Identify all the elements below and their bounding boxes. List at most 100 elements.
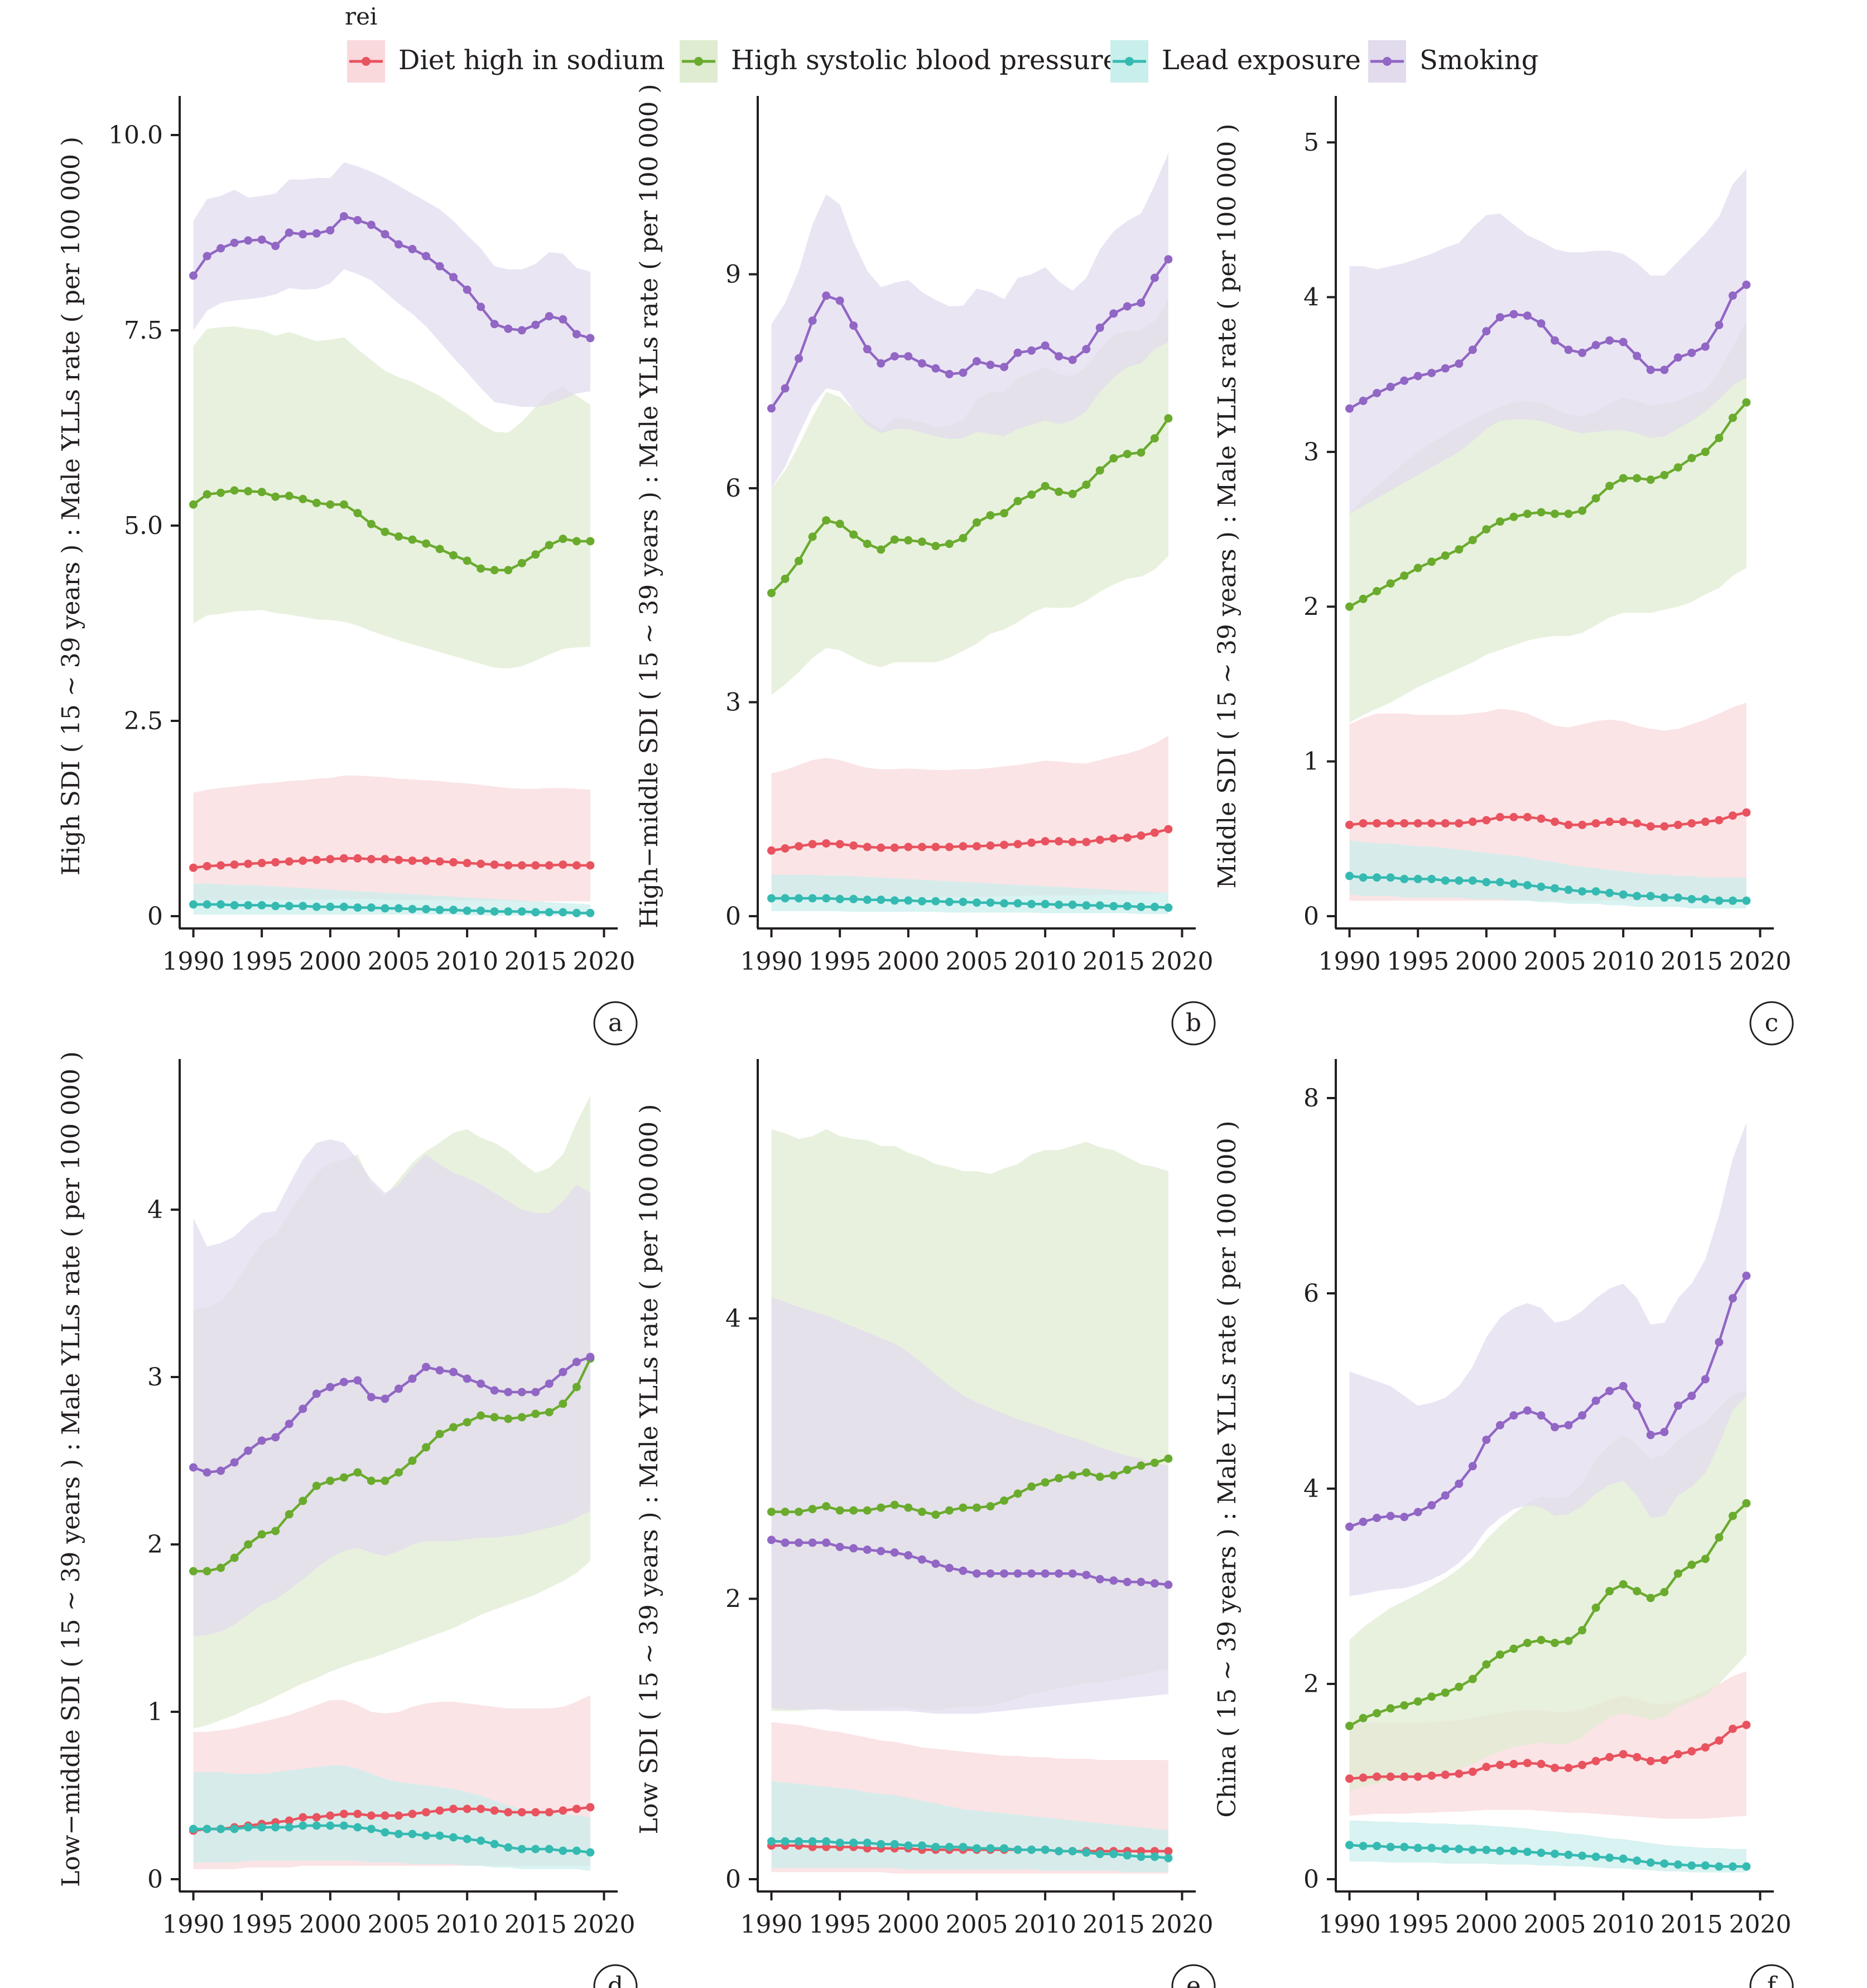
data-point	[917, 537, 926, 546]
data-point	[1509, 1411, 1518, 1420]
y-axis-label: Low−middle SDI ( 15 ~ 39 years ) : Male …	[57, 1051, 85, 1887]
series-smoking	[1345, 1272, 1751, 1531]
data-point	[1509, 879, 1518, 888]
data-point	[986, 511, 995, 520]
series-lines	[1345, 1272, 1751, 1871]
data-point	[1386, 382, 1395, 391]
data-point	[559, 535, 567, 543]
x-tick-label: 1990	[740, 1910, 803, 1939]
x-tick-label: 2015	[1082, 1910, 1145, 1939]
data-point	[1591, 887, 1600, 896]
data-point	[1537, 508, 1546, 517]
axes: 1990 1995 2000 2005 2010 2015 2020 0 2 4 6 8 China (…	[1213, 1059, 1791, 1939]
data-point	[1482, 1660, 1491, 1669]
data-point	[477, 564, 485, 573]
data-point	[1359, 594, 1368, 603]
data-point	[1715, 1736, 1724, 1745]
data-point	[1728, 1862, 1737, 1871]
data-point	[1482, 1763, 1491, 1772]
confidence-bands	[771, 1129, 1168, 1874]
data-point	[285, 1510, 293, 1519]
data-point	[367, 220, 376, 229]
x-tick-label: 1990	[740, 947, 803, 976]
panel-label-circle	[1171, 1001, 1216, 1046]
data-point	[1495, 813, 1504, 821]
data-point	[394, 1811, 403, 1820]
data-point	[257, 1530, 266, 1539]
data-point	[572, 1846, 581, 1855]
data-point	[1482, 525, 1491, 534]
data-point	[1455, 1845, 1464, 1854]
data-point	[1082, 1571, 1091, 1580]
data-point	[1137, 1852, 1146, 1861]
data-point	[973, 898, 981, 907]
data-point	[917, 843, 926, 851]
data-point	[781, 1837, 790, 1846]
data-point	[230, 1458, 239, 1467]
data-point	[767, 1837, 776, 1846]
data-point	[1441, 551, 1450, 560]
y-tick-label: 7.5	[124, 316, 163, 345]
data-point	[1646, 892, 1655, 901]
data-point	[1687, 1861, 1696, 1870]
data-point	[531, 861, 540, 870]
series-sbp	[189, 486, 595, 575]
panel-label: f	[1767, 1972, 1778, 1988]
data-point	[945, 1563, 954, 1572]
data-point	[1537, 1849, 1546, 1857]
data-point	[1728, 291, 1737, 300]
x-tick-label: 2010	[1014, 1910, 1076, 1939]
legend-label-lead: Lead exposure	[1162, 45, 1361, 76]
data-point	[1578, 820, 1587, 829]
data-point	[1441, 1845, 1450, 1854]
data-point	[1373, 1772, 1382, 1781]
data-point	[189, 1567, 198, 1576]
axes: 1990 1995 2000 2005 2010 2015 2020 0 1 2 3 4 Low−mid…	[57, 1051, 635, 1939]
data-point	[1386, 819, 1395, 828]
data-point	[1413, 564, 1422, 572]
data-point	[1164, 1580, 1173, 1589]
data-point	[1000, 899, 1009, 908]
data-point	[189, 1825, 198, 1833]
data-point	[890, 843, 899, 852]
data-point	[1400, 376, 1409, 385]
y-tick-label: 0	[147, 1865, 163, 1894]
y-tick-label: 2	[1303, 1670, 1319, 1698]
data-point	[1660, 1428, 1669, 1436]
y-tick-label: 4	[147, 1196, 163, 1224]
data-point	[299, 902, 307, 911]
data-point	[299, 856, 307, 865]
data-point	[1742, 1721, 1751, 1729]
series-lines	[189, 1352, 595, 1857]
series-lead	[1345, 872, 1751, 905]
panel-label-circle	[1749, 1964, 1794, 1988]
data-point	[849, 321, 858, 330]
data-point	[1068, 1569, 1077, 1578]
data-point	[244, 236, 253, 245]
axes: 1990 1995 2000 2005 2010 2015 2020 0 2 4 Low SDI (…	[635, 1059, 1213, 1939]
data-point	[285, 228, 293, 237]
data-point	[1013, 840, 1022, 849]
data-point	[1400, 819, 1409, 828]
data-point	[1359, 819, 1368, 828]
data-point	[945, 897, 954, 906]
data-point	[326, 500, 335, 509]
data-point	[1359, 396, 1368, 405]
data-point	[877, 1503, 886, 1512]
y-tick-label: 10.0	[108, 121, 163, 150]
data-point	[1413, 819, 1422, 828]
data-point	[367, 1825, 376, 1833]
data-point	[216, 488, 225, 497]
data-point	[808, 1505, 817, 1514]
data-point	[1345, 1721, 1354, 1730]
data-point	[1055, 352, 1064, 361]
data-point	[1137, 902, 1146, 911]
y-tick-label: 1	[147, 1698, 163, 1726]
data-point	[477, 302, 485, 311]
data-point	[973, 842, 981, 851]
data-point	[1427, 819, 1436, 828]
data-point	[1013, 1569, 1022, 1578]
panel-label: e	[1186, 1972, 1201, 1988]
panel-a: 1990 1995 2000 2005 2010 2015 2020 0 2.5 5.0 7.5 10…	[57, 96, 638, 1046]
data-point	[1373, 1709, 1382, 1717]
